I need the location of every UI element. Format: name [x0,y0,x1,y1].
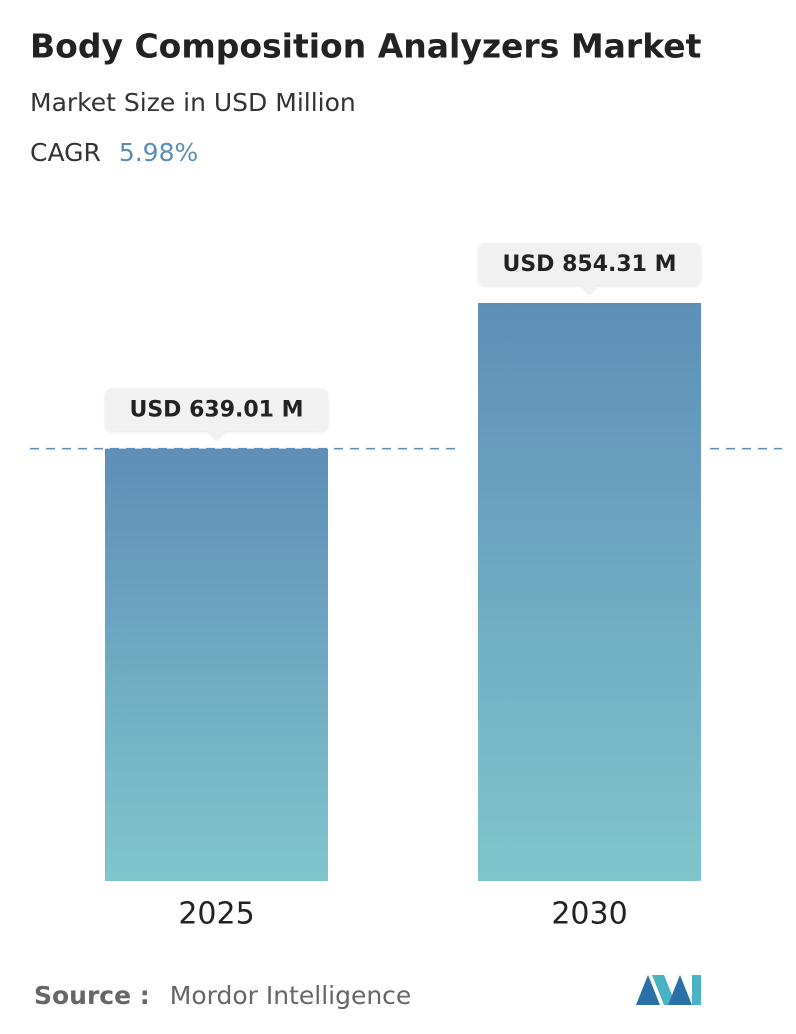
source-name: Mordor Intelligence [170,981,412,1010]
plot-area: USD 639.01 M 2025 USD 854.31 M 2030 [30,243,782,932]
value-callout [105,388,328,440]
source-label: Source : [34,981,150,1010]
x-tick-label: 2030 [551,897,627,932]
logo [636,975,701,1005]
value-label: USD 854.31 M [502,252,676,277]
callout-pointer [208,430,225,440]
callout-box [105,388,328,431]
bar [478,303,701,881]
callout-box [478,243,701,285]
chart-title: Body Composition Analyzers Market [30,27,702,66]
callout-pointer [581,285,598,294]
cagr-value: 5.98% [119,138,198,167]
x-tick-label: 2025 [178,897,254,932]
value-callout [478,243,701,294]
cagr-label: CAGR [30,138,101,167]
chart-subtitle: Market Size in USD Million [30,88,356,117]
value-label: USD 639.01 M [129,398,303,423]
cagr-line: CAGR 5.98% [30,138,198,167]
source-line: Source : Mordor Intelligence [34,981,411,1010]
bar [105,448,328,881]
